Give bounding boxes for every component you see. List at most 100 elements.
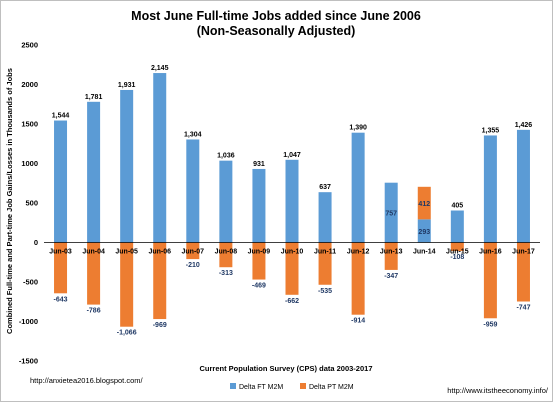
y-tick-label: -500	[23, 278, 38, 287]
data-label-pt: -210	[186, 262, 200, 269]
bar-ft-jun-06	[153, 73, 167, 243]
bar-pt-jun-12	[351, 242, 365, 315]
category-label: Jun-15	[446, 249, 469, 256]
y-tick-label: -1000	[19, 317, 38, 326]
y-tick-label: 0	[34, 238, 38, 247]
bar-pt-jun-15	[450, 242, 464, 252]
y-tick-label: -1500	[19, 357, 38, 366]
category-label: Jun-09	[248, 249, 271, 256]
category-label: Jun-12	[347, 249, 370, 256]
category-label: Jun-03	[49, 249, 72, 256]
data-label-ft: 1,544	[52, 113, 70, 120]
category-label: Jun-17	[512, 249, 535, 256]
data-label-ft: 1,390	[349, 125, 367, 132]
x-axis-label: Current Population Survey (CPS) data 200…	[200, 364, 373, 373]
bar-pt-jun-16	[483, 242, 497, 319]
bar-pt-jun-05	[120, 242, 134, 327]
data-label-ft: 293	[418, 229, 430, 236]
legend-swatch-pt	[300, 383, 306, 389]
category-label: Jun-08	[215, 249, 238, 256]
bar-pt-jun-06	[153, 242, 167, 320]
data-label-ft: 757	[385, 211, 397, 218]
data-label-pt: -643	[54, 296, 68, 303]
category-label: Jun-14	[413, 249, 436, 256]
data-labels: 1,544 -643 1,781 -786 1,931 -1,066 2,145 -969 1,…	[52, 65, 533, 337]
bar-pt-jun-04	[87, 242, 101, 305]
bar-ft-jun-14	[417, 219, 431, 243]
bar-ft-jun-04	[87, 101, 101, 243]
y-tick-label: 500	[25, 199, 38, 208]
category-label: Jun-16	[479, 249, 502, 256]
data-label-pt: -1,066	[117, 330, 137, 337]
bar-pt-jun-17	[516, 242, 530, 302]
legend: Delta FT M2M Delta PT M2M	[230, 383, 354, 391]
data-label-pt: -969	[153, 322, 167, 329]
y-axis-label: Combined Full-time and Part-time Job Gai…	[5, 68, 14, 334]
footer-left-url: http://anxietea2016.blogspot.com/	[30, 376, 143, 385]
bar-ft-jun-10	[285, 159, 299, 243]
bar-ft-jun-15	[450, 210, 464, 243]
bar-ft-jun-12	[351, 132, 365, 243]
bar-ft-jun-08	[219, 160, 233, 243]
legend-swatch-ft	[230, 383, 236, 389]
bar-ft-jun-03	[54, 120, 68, 243]
category-label: Jun-11	[314, 249, 336, 256]
data-label-pt: -914	[351, 318, 365, 325]
data-label-pt: -469	[252, 283, 266, 290]
bar-ft-jun-17	[516, 129, 530, 243]
data-label-ft: 405	[451, 203, 463, 210]
chart-title: Most June Full-time Jobs added since Jun…	[131, 9, 421, 23]
data-label-ft: 637	[319, 184, 331, 191]
footer-right-url: http://www.itstheeconomy.info/	[447, 386, 549, 395]
data-label-pt: -347	[384, 273, 398, 280]
y-tick-label: 2000	[21, 80, 38, 89]
data-label-pt: -108	[450, 254, 464, 261]
bar-pt-jun-10	[285, 242, 299, 295]
data-label-pt: -786	[87, 308, 101, 315]
data-label-ft: 1,304	[184, 131, 202, 138]
bar-pt-jun-09	[252, 242, 266, 280]
data-label-pt: 412	[418, 201, 430, 208]
data-label-pt: -747	[516, 305, 530, 312]
data-label-pt: -662	[285, 298, 299, 305]
bar-pt-jun-07	[186, 242, 200, 260]
data-label-pt: -535	[318, 288, 332, 295]
data-label-ft: 2,145	[151, 65, 169, 72]
legend-label-ft: Delta FT M2M	[239, 384, 283, 391]
bar-pt-jun-13	[384, 242, 398, 270]
data-label-ft: 1,931	[118, 82, 136, 89]
y-tick-label: 1500	[21, 120, 38, 129]
bars	[54, 73, 530, 327]
data-label-ft: 1,781	[85, 94, 103, 101]
chart-subtitle: (Non-Seasonally Adjusted)	[197, 24, 356, 38]
bar-ft-jun-16	[483, 135, 497, 243]
category-label: Jun-10	[281, 249, 304, 256]
bar-ft-jun-11	[318, 192, 332, 243]
y-tick-label: 1000	[21, 159, 38, 168]
y-axis-ticks: 2500 2000 1500 1000 500 0 -500 -1000 -1500	[19, 41, 38, 366]
data-label-ft: 1,426	[515, 122, 533, 129]
data-label-ft: 1,355	[482, 127, 500, 134]
data-label-ft: 931	[253, 161, 265, 168]
bar-ft-jun-05	[120, 89, 134, 243]
category-label: Jun-13	[380, 249, 403, 256]
data-label-pt: -959	[483, 321, 497, 328]
category-label: Jun-05	[115, 249, 138, 256]
bar-pt-jun-11	[318, 242, 332, 285]
category-label: Jun-06	[148, 249, 171, 256]
bar-ft-jun-13	[384, 182, 398, 243]
bar-pt-jun-08	[219, 242, 233, 268]
bar-ft-jun-07	[186, 139, 200, 243]
data-label-ft: 1,047	[283, 152, 301, 159]
category-label: Jun-04	[82, 249, 105, 256]
data-label-pt: -313	[219, 270, 233, 277]
category-label: Jun-07	[182, 249, 205, 256]
legend-label-pt: Delta PT M2M	[309, 384, 354, 391]
bar-ft-jun-09	[252, 168, 266, 243]
bar-pt-jun-03	[54, 242, 68, 294]
y-tick-label: 2500	[21, 41, 38, 50]
bar-pt-jun-14	[417, 186, 431, 220]
data-label-ft: 1,036	[217, 153, 235, 160]
